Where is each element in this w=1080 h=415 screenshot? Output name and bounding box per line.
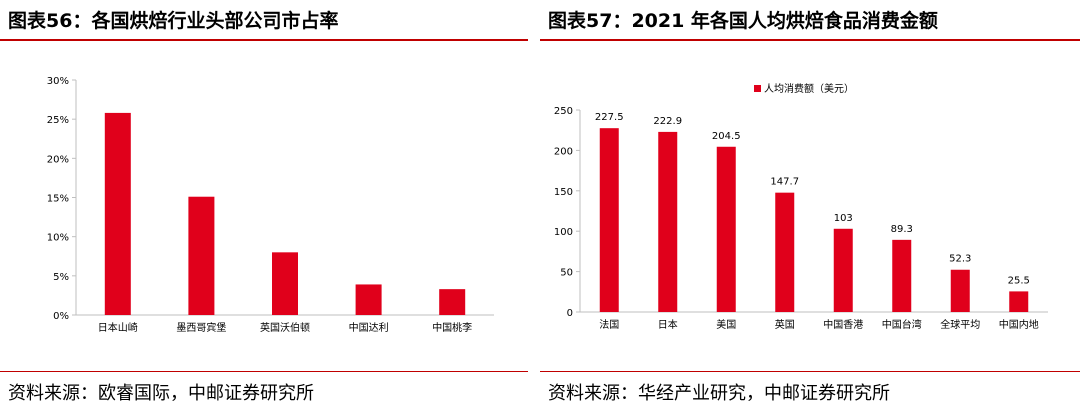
left-title-rule <box>0 39 528 41</box>
x-tick-label: 英国 <box>775 318 795 331</box>
bar <box>775 192 795 312</box>
x-tick-label: 中国桃李 <box>432 321 472 334</box>
bar <box>188 196 215 315</box>
right-footer-rule <box>540 371 1080 372</box>
x-tick-label: 中国香港 <box>823 318 863 331</box>
data-label: 204.5 <box>712 131 741 142</box>
bar <box>355 284 382 315</box>
y-tick-label: 150 <box>554 187 573 198</box>
x-tick-label: 日本山崎 <box>98 321 138 334</box>
data-label: 25.5 <box>1008 275 1030 286</box>
y-tick-label: 0% <box>53 311 69 322</box>
y-tick-label: 250 <box>554 106 573 117</box>
right-bar-chart: 0 50 100 150 200 250 法国 227.5 日本 222.9 美国 204.5 英国 14… <box>554 82 1048 331</box>
data-label: 147.7 <box>770 177 799 188</box>
left-figure-title: 图表56：各国烘焙行业头部公司市占率 <box>8 10 339 32</box>
bar <box>439 289 466 315</box>
y-tick-label: 30% <box>47 76 69 87</box>
data-label: 103 <box>834 213 853 224</box>
x-tick-label: 中国内地 <box>999 318 1039 331</box>
left-bar-chart: 0% 5% 10% 15% 20% 25% 30% 日本山崎 墨西哥宾堡 英国沃伯顿 中国达利 中国桃… <box>47 76 494 334</box>
bar <box>892 239 912 312</box>
right-source-note: 资料来源：华经产业研究，中邮证券研究所 <box>548 383 890 404</box>
legend-label: 人均消费额（美元） <box>764 82 854 95</box>
data-label: 89.3 <box>891 224 913 235</box>
data-label: 222.9 <box>653 116 682 127</box>
x-tick-label: 中国达利 <box>349 321 389 334</box>
y-tick-label: 0 <box>567 308 573 319</box>
y-tick-label: 20% <box>47 154 69 165</box>
bar <box>658 131 678 312</box>
x-tick-label: 墨西哥宾堡 <box>176 321 226 334</box>
bar <box>716 146 736 312</box>
bar <box>833 228 853 312</box>
legend-swatch <box>754 85 761 92</box>
y-tick-label: 10% <box>47 233 69 244</box>
right-figure-panel: 图表57：2021 年各国人均烘焙食品消费金额 0 50 100 150 200 250 法… <box>540 0 1080 415</box>
x-tick-label: 日本 <box>658 318 678 331</box>
data-label: 52.3 <box>949 254 971 265</box>
y-tick-label: 200 <box>554 146 573 157</box>
bar <box>272 252 298 315</box>
bar <box>1009 291 1029 312</box>
right-figure-title: 图表57：2021 年各国人均烘焙食品消费金额 <box>548 10 938 32</box>
x-tick-label: 美国 <box>716 318 736 331</box>
y-tick-label: 50 <box>560 268 573 279</box>
left-footer-rule <box>0 371 528 372</box>
bar <box>104 112 131 316</box>
bar <box>950 269 970 312</box>
right-title-rule <box>540 39 1080 41</box>
x-tick-label: 法国 <box>599 318 619 331</box>
data-label: 227.5 <box>595 112 624 123</box>
y-tick-label: 100 <box>554 227 573 238</box>
x-tick-label: 全球平均 <box>940 318 980 331</box>
left-source-note: 资料来源：欧睿国际，中邮证券研究所 <box>8 383 314 404</box>
y-tick-label: 15% <box>47 194 69 205</box>
x-tick-label: 中国台湾 <box>882 318 922 331</box>
left-figure-panel: 图表56：各国烘焙行业头部公司市占率 0% 5% 10% 15% 20% 25% 30% 日本… <box>0 0 528 415</box>
bar <box>599 128 619 312</box>
y-tick-label: 5% <box>53 272 69 283</box>
y-tick-label: 25% <box>47 115 69 126</box>
x-tick-label: 英国沃伯顿 <box>260 321 310 334</box>
